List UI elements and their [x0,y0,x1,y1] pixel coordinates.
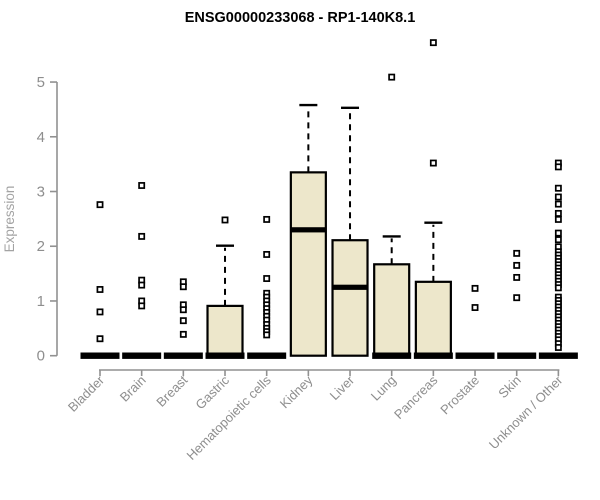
outlier-point [471,284,479,292]
outlier-point [471,304,479,311]
y-tick-label: 5 [37,74,45,91]
outlier-point [263,250,271,258]
outlier-point [263,215,271,223]
outlier-point [513,273,521,281]
outlier-point [554,236,562,244]
box-pancreas [413,39,453,359]
box-bladder [80,201,120,359]
box-unknown-other [538,159,578,359]
y-axis: 0 1 2 3 4 5 [37,74,58,365]
outlier-point [554,184,562,192]
zero-collapsed-box [122,352,162,359]
median-line [413,352,453,359]
outlier-point [263,331,271,339]
outlier-point [179,330,187,338]
outlier-point [179,317,187,325]
outlier-point [138,302,146,310]
outlier-point [263,275,271,282]
box-gastric [205,216,245,359]
y-tick-label: 0 [37,348,45,365]
box-kidney [289,103,327,357]
outlier-point [513,261,521,269]
x-tick-label-breast: Breast [153,372,190,409]
x-tick-label-liver: Liver [327,372,358,403]
x-tick-label-lung: Lung [368,373,399,404]
chart-title: ENSG00000233068 - RP1-140K8.1 [185,10,416,26]
x-tick-label-bladder: Bladder [65,372,108,415]
iqr-box [373,263,411,357]
box-breast [163,278,203,359]
y-tick-label: 1 [37,293,45,310]
outlier-point [179,306,187,314]
iqr-box [414,280,452,357]
outlier-point [96,308,104,316]
iqr-box [331,239,369,357]
outlier-point [554,284,562,292]
outlier-point [513,294,521,302]
outlier-point [554,163,562,171]
outlier-point [96,286,104,293]
zero-collapsed-box [247,352,287,359]
box-skin [497,249,537,359]
outlier-point [138,281,146,289]
y-axis-title: Expression [2,186,17,253]
x-tick-label-unknown-other: Unknown / Other [486,372,566,452]
outlier-point [554,215,562,223]
y-tick-label: 4 [37,129,45,146]
outlier-point [138,232,146,240]
box-brain [122,182,162,359]
x-tick-label-pancreas: Pancreas [391,372,441,422]
y-tick-label: 3 [37,184,45,201]
outlier-point [221,216,229,224]
median-line [372,352,412,359]
x-tick-label-prostate: Prostate [437,373,482,418]
box-hematopoietic-cells [247,215,287,359]
box-liver [331,106,369,357]
outlier-point [96,335,104,343]
median-line [205,352,245,359]
outlier-point [179,283,187,291]
iqr-box [206,304,244,357]
outlier-point [388,73,396,81]
outlier-point [429,39,437,47]
iqr-box [289,171,327,357]
y-tick-label: 2 [37,238,45,255]
outlier-point [554,200,562,208]
outlier-point [554,193,562,201]
zero-collapsed-box [80,352,120,359]
outlier-point [554,344,562,351]
zero-collapsed-box [455,352,495,359]
box-lung [372,73,412,359]
box-prostate [455,284,495,359]
outlier-point [554,229,562,237]
outlier-point [138,182,146,189]
zero-collapsed-box [163,352,203,359]
outlier-point [554,209,562,217]
zero-collapsed-box [538,352,578,359]
x-tick-label-gastric: Gastric [192,372,232,412]
outlier-point [513,249,521,257]
outlier-point [429,159,437,167]
outlier-point [96,201,104,209]
zero-collapsed-box [497,352,537,359]
x-tick-label-skin: Skin [495,373,523,401]
x-tick-label-brain: Brain [117,373,149,405]
median-line [332,284,368,290]
median-line [290,227,326,233]
x-tick-label-kidney: Kidney [277,372,316,411]
